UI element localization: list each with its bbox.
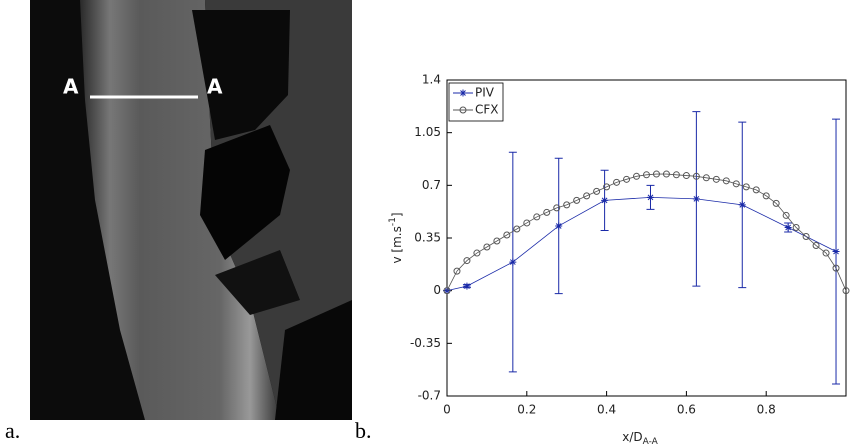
micrograph: A A <box>30 0 352 420</box>
point <box>832 248 840 256</box>
point <box>463 257 471 265</box>
point <box>732 180 740 188</box>
legend-box <box>448 82 504 122</box>
x-tick-label: 0.8 <box>757 403 776 417</box>
point <box>623 175 631 183</box>
panel-label: b. <box>355 418 372 443</box>
y-tick-label: -0.7 <box>418 389 441 403</box>
point <box>473 249 481 257</box>
point <box>509 258 517 266</box>
point <box>662 170 670 178</box>
point <box>523 219 531 227</box>
point <box>752 186 760 194</box>
legend-label: PIV <box>475 86 495 100</box>
y-tick-label: 0 <box>433 283 441 297</box>
point <box>842 287 850 295</box>
point <box>643 171 650 179</box>
y-axis-label: v [m.s-1] <box>388 212 404 263</box>
point <box>722 177 730 185</box>
point <box>513 225 521 233</box>
point <box>692 172 700 180</box>
point <box>543 208 551 216</box>
point <box>792 223 800 231</box>
section-label: A <box>63 75 79 99</box>
point <box>563 201 571 209</box>
legend-marker <box>459 89 467 97</box>
x-axis-label: x/DA-A <box>622 430 658 446</box>
point <box>633 172 641 180</box>
point <box>738 201 746 209</box>
point <box>483 243 491 251</box>
x-tick-label: 0 <box>443 403 451 417</box>
point <box>613 178 621 186</box>
point <box>443 287 451 295</box>
point <box>533 213 541 221</box>
series-line <box>446 196 837 292</box>
point <box>443 287 451 295</box>
series-line <box>446 173 847 291</box>
point <box>583 192 591 200</box>
x-tick-label: 0.2 <box>517 403 536 417</box>
x-tick-label: 0.4 <box>597 403 616 417</box>
point <box>782 211 790 219</box>
section-label: A <box>207 75 223 99</box>
point <box>784 223 792 231</box>
plot-frame <box>446 79 847 397</box>
point <box>652 170 660 178</box>
point <box>646 193 654 201</box>
panel-label: a. <box>5 418 20 443</box>
plot: -0.7 -0.35 0 0.35 0.7 1.05 1.4 0 0.2 0.4 0.6 0.8 PIV… <box>410 73 850 417</box>
point <box>682 172 690 180</box>
point <box>832 264 840 272</box>
point <box>601 196 609 204</box>
point <box>762 192 770 200</box>
point <box>822 249 830 257</box>
point <box>493 237 501 245</box>
point <box>593 187 601 195</box>
point <box>712 175 720 183</box>
point <box>742 183 750 191</box>
legend-label: CFX <box>475 103 499 117</box>
point <box>702 174 710 182</box>
point <box>453 267 461 275</box>
legend-marker <box>459 106 467 114</box>
point <box>603 183 611 191</box>
point <box>573 196 581 204</box>
point <box>672 171 680 179</box>
point <box>812 242 820 250</box>
point <box>772 199 780 207</box>
point <box>555 222 563 230</box>
point <box>692 195 700 203</box>
point <box>503 231 511 239</box>
y-tick-label: 1.05 <box>414 125 441 139</box>
point <box>802 232 810 240</box>
y-tick-label: 0.7 <box>422 178 441 192</box>
point <box>463 282 471 290</box>
y-tick-label: -0.35 <box>410 336 441 350</box>
y-tick-label: 0.35 <box>414 231 441 245</box>
y-tick-label: 1.4 <box>422 73 441 87</box>
x-tick-label: 0.6 <box>677 403 696 417</box>
point <box>553 204 561 212</box>
